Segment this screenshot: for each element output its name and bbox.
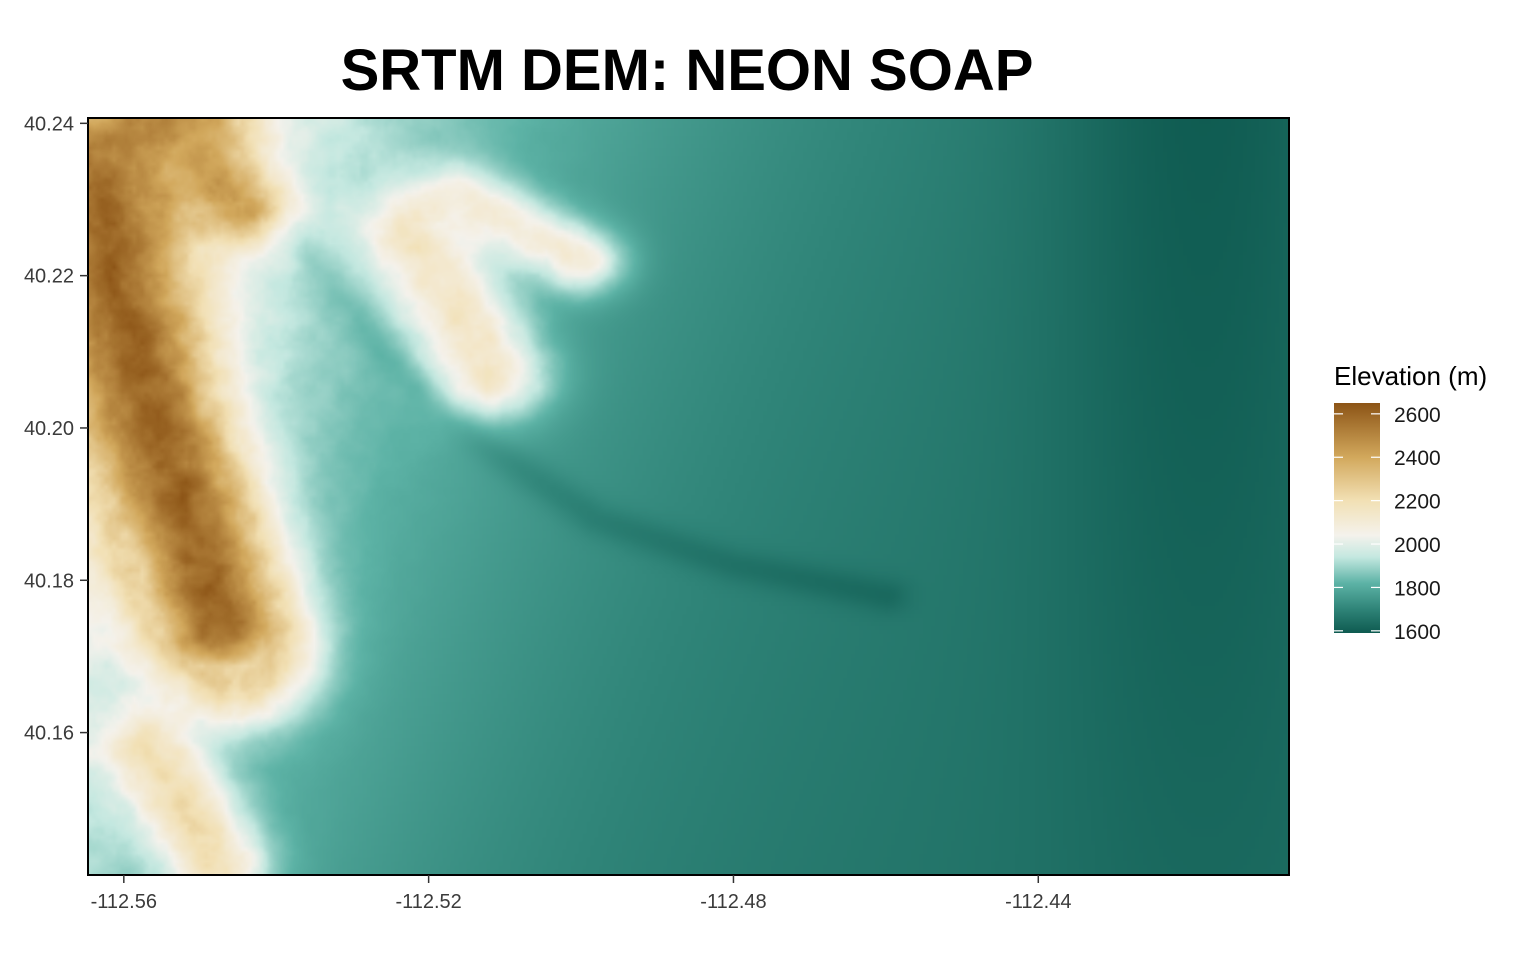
legend-title: Elevation (m) <box>1334 361 1487 391</box>
legend-label: 2600 <box>1394 404 1441 427</box>
x-axis: -112.56 -112.52 -112.48 -112.44 <box>91 875 1071 913</box>
legend-label: 2400 <box>1394 447 1441 470</box>
x-tick-label: -112.52 <box>395 891 461 913</box>
legend-label: 1600 <box>1394 621 1441 644</box>
y-tick-label: 40.22 <box>24 266 74 288</box>
x-tick-label: -112.44 <box>1005 891 1071 913</box>
y-tick-label: 40.20 <box>24 418 74 440</box>
y-tick-label: 40.16 <box>24 723 74 745</box>
y-tick-label: 40.24 <box>24 113 74 135</box>
chart-title: SRTM DEM: NEON SOAP <box>341 38 1034 103</box>
legend-label: 1800 <box>1394 577 1441 600</box>
legend-colorbar <box>1334 403 1380 633</box>
x-tick-label: -112.48 <box>700 891 766 913</box>
legend-label: 2200 <box>1394 491 1441 514</box>
y-tick-label: 40.18 <box>24 570 74 592</box>
x-tick-label: -112.56 <box>91 891 157 913</box>
elevation-raster <box>88 118 1289 875</box>
legend-label: 2000 <box>1394 534 1441 557</box>
panel-border <box>87 117 1290 876</box>
plot-panel <box>87 117 1290 876</box>
legend: Elevation (m) 2600 2400 2200 2000 1800 1600 <box>1334 361 1487 644</box>
y-axis: 40.16 40.18 40.20 40.22 40.24 <box>24 113 88 745</box>
